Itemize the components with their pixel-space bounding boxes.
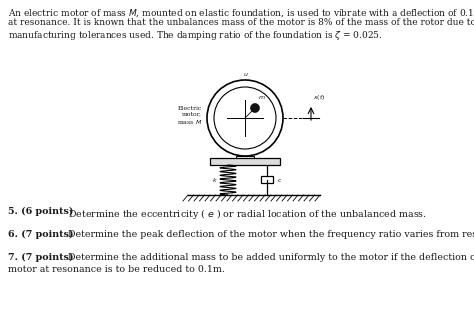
Text: Electric
motor,
mass $M$: Electric motor, mass $M$	[177, 105, 202, 126]
Text: Determine the eccentricity ( $e$ ) or radial location of the unbalanced mass.: Determine the eccentricity ( $e$ ) or ra…	[65, 207, 427, 221]
Text: $k$: $k$	[212, 176, 218, 184]
Text: 5. (6 points): 5. (6 points)	[8, 207, 73, 216]
Bar	[236, 156, 254, 158]
Circle shape	[250, 104, 259, 112]
Text: 7. (7 points): 7. (7 points)	[8, 253, 73, 262]
Text: motor at resonance is to be reduced to 0.1m.: motor at resonance is to be reduced to 0…	[8, 265, 225, 274]
Text: at resonance. It is known that the unbalances mass of the motor is 8% of the mas: at resonance. It is known that the unbal…	[8, 18, 474, 27]
Text: Determine the additional mass to be added uniformly to the motor if the deflecti: Determine the additional mass to be adde…	[65, 253, 474, 262]
Text: $x(t)$: $x(t)$	[313, 93, 326, 102]
Text: An electric motor of mass $M$, mounted on elastic foundation, is used to vibrate: An electric motor of mass $M$, mounted o…	[8, 7, 474, 19]
Circle shape	[214, 87, 276, 149]
Circle shape	[207, 80, 283, 156]
Text: $c$: $c$	[277, 177, 283, 183]
Text: $m$: $m$	[258, 94, 265, 101]
Bar	[210, 158, 280, 165]
Text: manufacturing tolerances used. The damping ratio of the foundation is $\zeta$ = : manufacturing tolerances used. The dampi…	[8, 29, 383, 42]
Text: 6. (7 points): 6. (7 points)	[8, 230, 73, 239]
Text: Determine the peak deflection of the motor when the frequency ratio varies from : Determine the peak deflection of the mot…	[65, 230, 474, 239]
Text: $u$: $u$	[243, 71, 249, 78]
Bar	[261, 177, 273, 183]
